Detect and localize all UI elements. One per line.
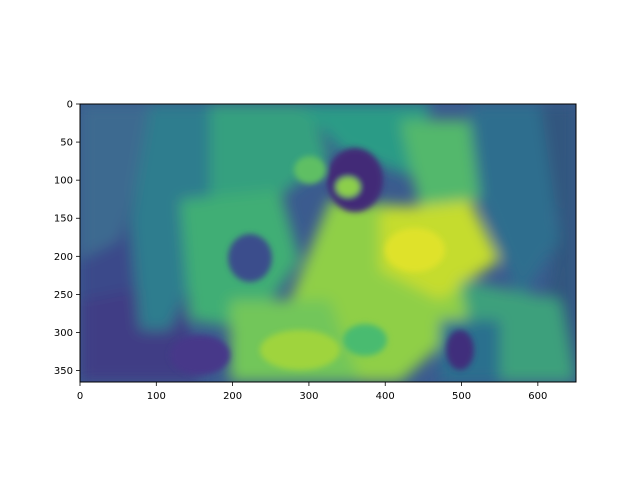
y-tick-label: 50 (60, 138, 73, 149)
y-tick-label: 0 (67, 100, 73, 111)
x-tick-label: 100 (147, 391, 166, 402)
x-tick-label: 0 (77, 391, 83, 402)
x-tick-label: 200 (223, 391, 242, 402)
y-tick-label: 250 (54, 290, 73, 301)
y-axis: 0 50 100 150 200 250 300 350 (54, 100, 80, 377)
x-tick-label: 500 (452, 391, 471, 402)
x-tick-label: 600 (528, 391, 547, 402)
heatmap-image (80, 104, 576, 382)
x-axis: 0 100 200 300 400 500 600 (77, 382, 547, 402)
x-tick-label: 300 (299, 391, 318, 402)
y-tick-label: 350 (54, 366, 73, 377)
y-tick-label: 100 (54, 176, 73, 187)
y-tick-label: 200 (54, 252, 73, 263)
plot-frame (79, 103, 577, 383)
x-tick-label: 400 (376, 391, 395, 402)
y-tick-label: 300 (54, 328, 73, 339)
y-tick-label: 150 (54, 214, 73, 225)
